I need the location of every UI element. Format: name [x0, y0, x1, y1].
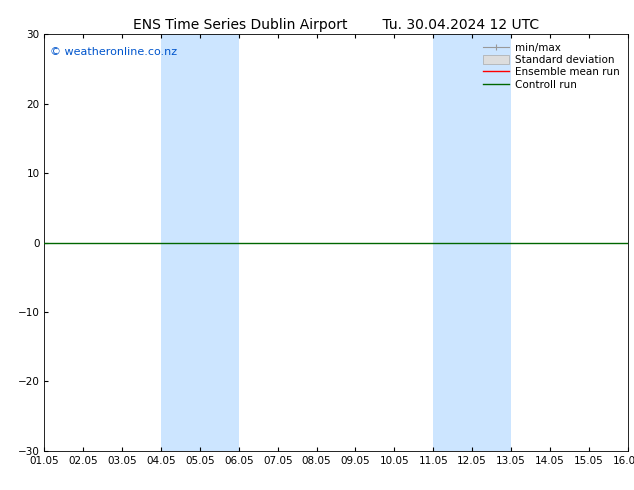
Legend: min/max, Standard deviation, Ensemble mean run, Controll run: min/max, Standard deviation, Ensemble me… [480, 40, 623, 93]
Bar [200, 34, 239, 451]
Bar [161, 34, 200, 451]
Title: ENS Time Series Dublin Airport        Tu. 30.04.2024 12 UTC: ENS Time Series Dublin Airport Tu. 30.04… [133, 18, 539, 32]
Bar [472, 34, 511, 451]
Text: © weatheronline.co.nz: © weatheronline.co.nz [50, 47, 178, 57]
Bar [433, 34, 472, 451]
